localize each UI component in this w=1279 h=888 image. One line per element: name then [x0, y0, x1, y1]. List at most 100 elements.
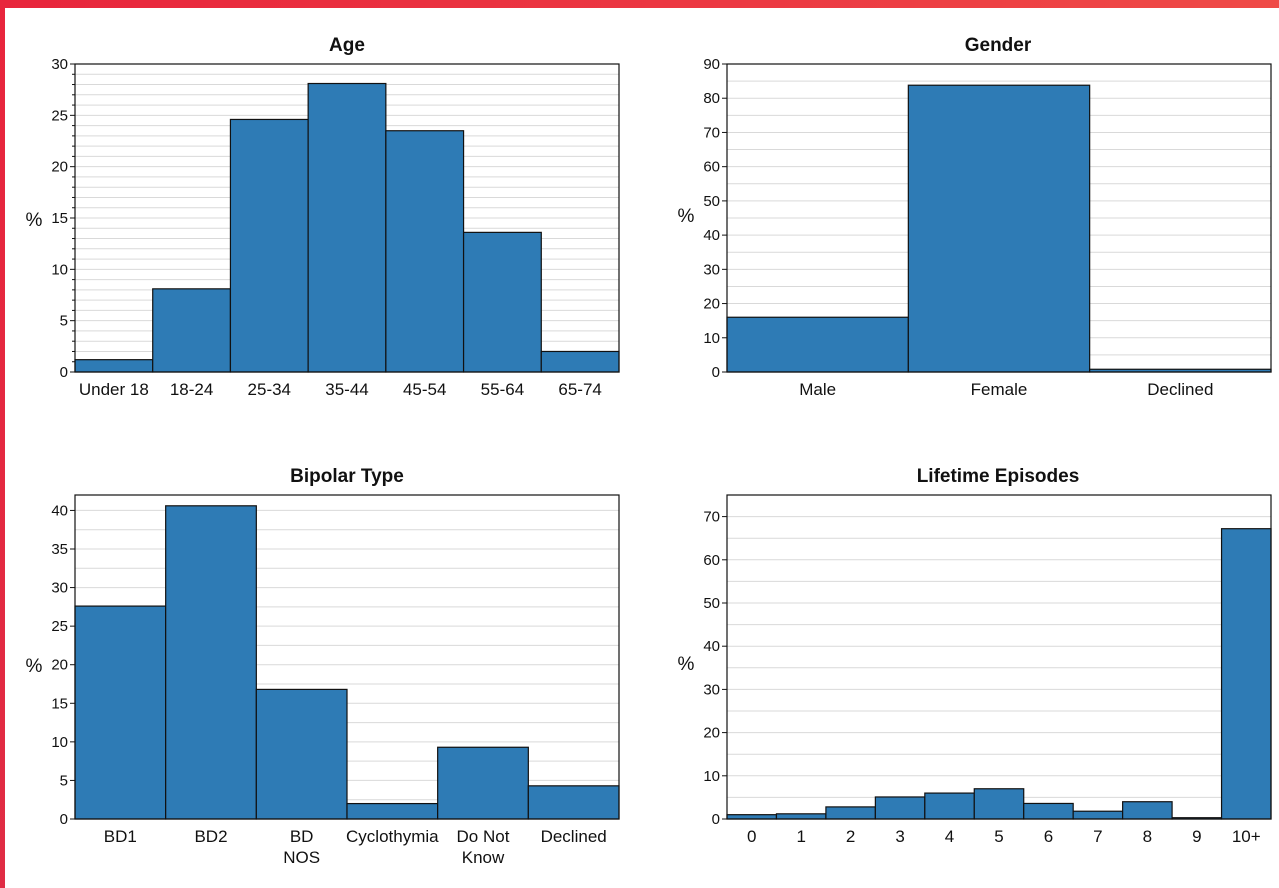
y-tick-label: 90	[703, 56, 720, 73]
bars	[726, 528, 1272, 820]
x-tick-label: Male	[799, 380, 836, 399]
chart-gender: Gender % 0 10 20 30 40 50 60 70 80 90 Male Female D…	[678, 35, 1272, 399]
x-tick-label: 5	[994, 827, 1003, 846]
x-tick-label: Under 18	[79, 380, 149, 399]
y-tick-label: 40	[51, 502, 68, 519]
gridlines	[727, 516, 1271, 798]
x-tick-label: 25-34	[248, 380, 291, 399]
bar-female	[907, 84, 1091, 373]
chart-title: Age	[329, 35, 365, 56]
x-tick-label: 10+	[1232, 827, 1261, 846]
y-tick-label: 40	[703, 227, 720, 244]
x-tick-label: 1	[796, 827, 805, 846]
y-tick-label: 40	[703, 638, 720, 655]
y-tick-label: 30	[703, 261, 720, 278]
y-tick-label: 5	[60, 772, 68, 789]
x-tick-label: Female	[971, 380, 1028, 399]
bar-under-18	[74, 359, 154, 373]
y-tick-label: 5	[60, 313, 68, 330]
y-tick-label: 10	[51, 261, 68, 278]
x-tick-label: Declined	[541, 827, 607, 846]
bar-0	[726, 814, 778, 820]
y-tick-label: 20	[703, 296, 720, 313]
top-accent-bar	[0, 0, 1279, 8]
x-ticks: Under 18 18-24 25-34 35-44 45-54 55-64 65-74	[79, 380, 602, 399]
x-tick-label: 8	[1143, 827, 1152, 846]
x-tick-label: BD	[290, 827, 314, 846]
bar-male	[726, 316, 909, 373]
bar-8	[1122, 801, 1173, 820]
bar-cyclothymia	[346, 802, 439, 820]
x-tick-label: BD2	[194, 827, 227, 846]
x-tick-label: 6	[1044, 827, 1053, 846]
x-tick-label: Cyclothymia	[346, 827, 439, 846]
bar-bd1	[74, 605, 167, 820]
y-tick-label: 20	[51, 159, 68, 176]
bar-55-64	[462, 231, 542, 373]
y-tick-label: 10	[51, 734, 68, 751]
y-axis-label: %	[678, 654, 695, 675]
x-tick-label: 4	[945, 827, 954, 846]
y-tick-label: 15	[51, 210, 68, 227]
y-tick-label: 70	[703, 509, 720, 526]
bars	[726, 84, 1272, 373]
y-tick-label: 0	[60, 811, 68, 828]
x-ticks: 0 1 2 3 4 5 6 7 8 9 10+	[747, 827, 1261, 846]
y-tick-label: 50	[703, 193, 720, 210]
left-accent-bar	[0, 0, 5, 888]
bar-1	[775, 813, 827, 820]
y-ticks: 0 5 10 15 20 25 30 35 40	[51, 502, 75, 828]
plot-frame	[74, 494, 620, 820]
chart-title: Gender	[965, 35, 1032, 56]
x-tick-label: NOS	[283, 848, 320, 867]
x-tick-label: Do Not	[457, 827, 510, 846]
x-tick-label: 0	[747, 827, 756, 846]
bar-45-54	[385, 130, 465, 373]
bar-6	[1023, 802, 1074, 820]
bar-do-not-know	[437, 746, 529, 820]
chart-age: Age % 0 5 10 15 20 25 30 Under 18 18-24 25-34 35-…	[26, 35, 620, 399]
y-tick-label: 10	[703, 330, 720, 347]
bar-2	[825, 806, 876, 820]
plot-frame	[726, 63, 1272, 373]
y-tick-label: 35	[51, 541, 68, 558]
y-ticks: 0 5 10 15 20 25 30	[51, 56, 75, 381]
bar-18-24	[152, 288, 232, 373]
y-tick-label: 70	[703, 124, 720, 141]
y-tick-label: 20	[51, 657, 68, 674]
x-tick-label: 2	[846, 827, 855, 846]
x-tick-label: 18-24	[170, 380, 213, 399]
y-ticks: 0 10 20 30 40 50 60 70 80 90	[703, 56, 727, 381]
y-tick-label: 15	[51, 695, 68, 712]
chart-title: Lifetime Episodes	[917, 466, 1080, 487]
bar-35-44	[307, 82, 387, 373]
y-tick-label: 30	[51, 580, 68, 597]
x-tick-label: 35-44	[325, 380, 368, 399]
bars	[74, 82, 620, 373]
y-tick-label: 30	[51, 56, 68, 73]
y-axis-label: %	[26, 656, 43, 677]
bars	[74, 505, 620, 820]
x-tick-label: 55-64	[481, 380, 524, 399]
x-tick-label: Declined	[1147, 380, 1213, 399]
plot-frame	[74, 63, 620, 373]
x-tick-label: 7	[1093, 827, 1102, 846]
y-tick-label: 50	[703, 595, 720, 612]
bar-7	[1072, 810, 1124, 820]
chart-title: Bipolar Type	[290, 466, 404, 487]
y-tick-label: 30	[703, 681, 720, 698]
y-tick-label: 10	[703, 768, 720, 785]
y-tick-label: 20	[703, 725, 720, 742]
y-tick-label: 60	[703, 552, 720, 569]
x-tick-label: 45-54	[403, 380, 446, 399]
bar-5	[973, 788, 1025, 820]
bar-3	[874, 796, 926, 820]
y-tick-label: 60	[703, 159, 720, 176]
y-tick-label: 0	[712, 364, 720, 381]
x-tick-label: BD1	[104, 827, 137, 846]
bar-declined	[527, 785, 620, 820]
x-ticks: Male Female Declined	[799, 380, 1213, 399]
y-tick-label: 0	[712, 811, 720, 828]
